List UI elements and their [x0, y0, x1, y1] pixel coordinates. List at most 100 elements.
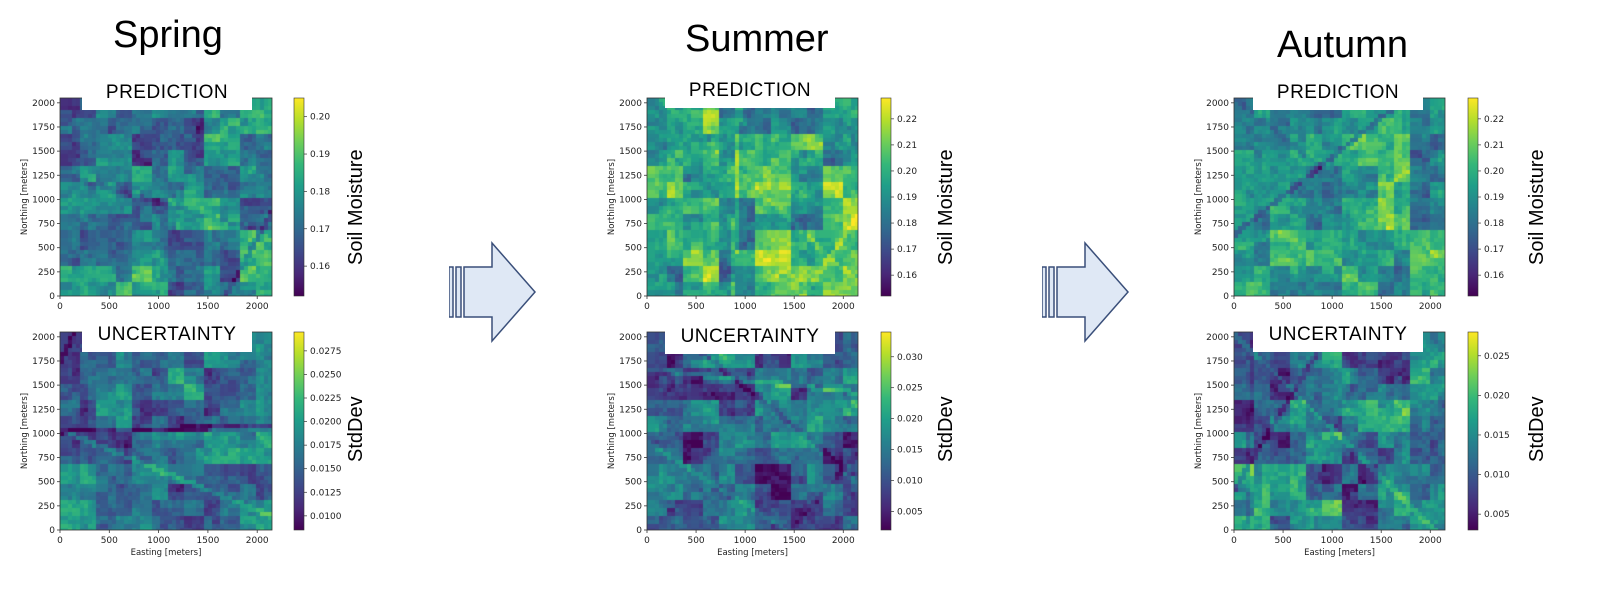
colorbar-tick-label: 0.015 [1484, 431, 1510, 441]
season-title-spring: Spring [113, 14, 223, 56]
x-tick-label: 1500 [1370, 536, 1393, 546]
plot-frame [59, 97, 273, 297]
colorbar-title-spring-uncertainty: StdDev [345, 396, 367, 462]
colorbar-tick-label: 0.010 [1484, 471, 1510, 481]
y-tick-label: 2000 [32, 99, 55, 109]
colorbar-tick-label: 0.16 [1484, 271, 1504, 281]
x-tick-label: 500 [687, 536, 704, 546]
colorbar-gradient [293, 331, 305, 531]
x-tick-label: 500 [101, 536, 118, 546]
y-tick-label: 1000 [619, 429, 642, 439]
x-tick-label: 1000 [734, 302, 757, 312]
y-axis-title: Northing [meters] [1194, 393, 1204, 469]
x-tick-label: 2000 [246, 536, 269, 546]
y-tick-label: 250 [38, 502, 55, 512]
heatmap-summer-prediction [647, 98, 858, 296]
colorbar-gradient [293, 97, 305, 297]
y-tick-label: 250 [38, 268, 55, 278]
y-tick-label: 250 [1212, 268, 1229, 278]
y-tick-label: 2000 [619, 99, 642, 109]
colorbar-tick-label: 0.015 [897, 446, 923, 456]
y-tick-label: 0 [636, 526, 642, 536]
y-tick-label: 0 [49, 292, 55, 302]
y-tick-label: 750 [1212, 220, 1229, 230]
y-tick-label: 250 [625, 502, 642, 512]
colorbar-title-summer-uncertainty: StdDev [935, 396, 957, 462]
colorbar-title-spring-prediction: Soil Moisture [345, 149, 367, 265]
plot-frame [646, 331, 859, 531]
colorbar-tick-label: 0.21 [1484, 141, 1504, 151]
y-axis-title: Northing [meters] [20, 393, 30, 469]
heatmap-summer-uncertainty [647, 332, 858, 530]
heatmap-autumn-uncertainty [1234, 332, 1445, 530]
panel-label-summer-prediction: PREDICTION [665, 74, 835, 108]
x-axis-title: Easting [meters] [717, 548, 788, 558]
colorbar-tick-label: 0.0275 [310, 347, 342, 357]
colorbar-tick-label: 0.0250 [310, 370, 342, 380]
colorbar-tick-label: 0.025 [1484, 352, 1510, 362]
colorbar-tick-label: 0.20 [897, 167, 917, 177]
panel-label-autumn-uncertainty: UNCERTAINTY [1253, 318, 1423, 352]
colorbar-summer-prediction: 0.22 0.21 0.20 0.19 0.18 0.17 0.16 [880, 97, 917, 297]
colorbar-tick-label: 0.16 [897, 271, 917, 281]
y-axis-title: Northing [meters] [607, 393, 617, 469]
y-tick-label: 0 [636, 292, 642, 302]
y-tick-label: 1750 [1206, 123, 1229, 133]
colorbar-tick-label: 0.0225 [310, 394, 342, 404]
y-tick-label: 500 [1212, 478, 1229, 488]
panel-label-summer-uncertainty: UNCERTAINTY [665, 320, 835, 354]
y-tick-label: 1000 [1206, 429, 1229, 439]
y-tick-label: 1500 [1206, 147, 1229, 157]
y-tick-label: 0 [49, 526, 55, 536]
x-tick-label: 1500 [196, 302, 219, 312]
x-tick-label: 0 [1231, 536, 1237, 546]
axes-spring-uncertainty: 0 250 500 750 1000 1250 1500 1750 2000 0 500 1000 15… [20, 331, 273, 558]
y-tick-label: 1000 [32, 195, 55, 205]
y-tick-label: 1500 [619, 381, 642, 391]
x-axis-title: Easting [meters] [131, 548, 202, 558]
colorbar-tick-label: 0.21 [897, 141, 917, 151]
colorbar-tick-label: 0.0125 [310, 488, 342, 498]
y-tick-label: 750 [38, 220, 55, 230]
y-tick-label: 2000 [32, 333, 55, 343]
x-tick-label: 1500 [783, 536, 806, 546]
colorbar-summer-uncertainty: 0.030 0.025 0.020 0.015 0.010 0.005 [880, 331, 923, 531]
x-tick-label: 1000 [1321, 302, 1344, 312]
x-tick-label: 1500 [1370, 302, 1393, 312]
x-tick-label: 0 [644, 536, 650, 546]
x-tick-label: 2000 [832, 302, 855, 312]
y-tick-label: 750 [625, 220, 642, 230]
plot-frame [59, 331, 273, 531]
y-tick-label: 0 [1223, 526, 1229, 536]
colorbar-autumn-prediction: 0.22 0.21 0.20 0.19 0.18 0.17 0.16 [1467, 97, 1504, 297]
x-tick-label: 500 [101, 302, 118, 312]
colorbar-tick-label: 0.22 [1484, 115, 1504, 125]
colorbar-autumn-uncertainty: 0.025 0.020 0.015 0.010 0.005 [1467, 331, 1510, 531]
x-tick-label: 1000 [147, 302, 170, 312]
y-tick-label: 1500 [619, 147, 642, 157]
x-tick-label: 2000 [1419, 536, 1442, 546]
y-tick-label: 250 [625, 268, 642, 278]
x-tick-label: 2000 [1419, 302, 1442, 312]
panel-label-autumn-prediction: PREDICTION [1253, 76, 1423, 110]
plot-frame [646, 97, 859, 297]
colorbar-gradient [1467, 97, 1479, 297]
y-tick-label: 750 [1212, 454, 1229, 464]
colorbar-tick-label: 0.025 [897, 384, 923, 394]
colorbar-tick-label: 0.17 [1484, 245, 1504, 255]
colorbar-gradient [1467, 331, 1479, 531]
colorbar-tick-label: 0.0100 [310, 512, 342, 522]
colorbar-tick-label: 0.005 [1484, 510, 1510, 520]
right-arrow-icon [449, 241, 536, 343]
y-tick-label: 500 [625, 244, 642, 254]
y-tick-label: 1750 [32, 123, 55, 133]
colorbar-title-summer-prediction: Soil Moisture [935, 149, 957, 265]
x-tick-label: 500 [687, 302, 704, 312]
y-tick-label: 500 [38, 478, 55, 488]
colorbar-tick-label: 0.18 [310, 187, 330, 197]
y-axis-title: Northing [meters] [20, 159, 30, 235]
y-tick-label: 500 [1212, 244, 1229, 254]
y-tick-label: 250 [1212, 502, 1229, 512]
y-tick-label: 1250 [1206, 405, 1229, 415]
heatmap-spring-prediction [60, 98, 272, 296]
